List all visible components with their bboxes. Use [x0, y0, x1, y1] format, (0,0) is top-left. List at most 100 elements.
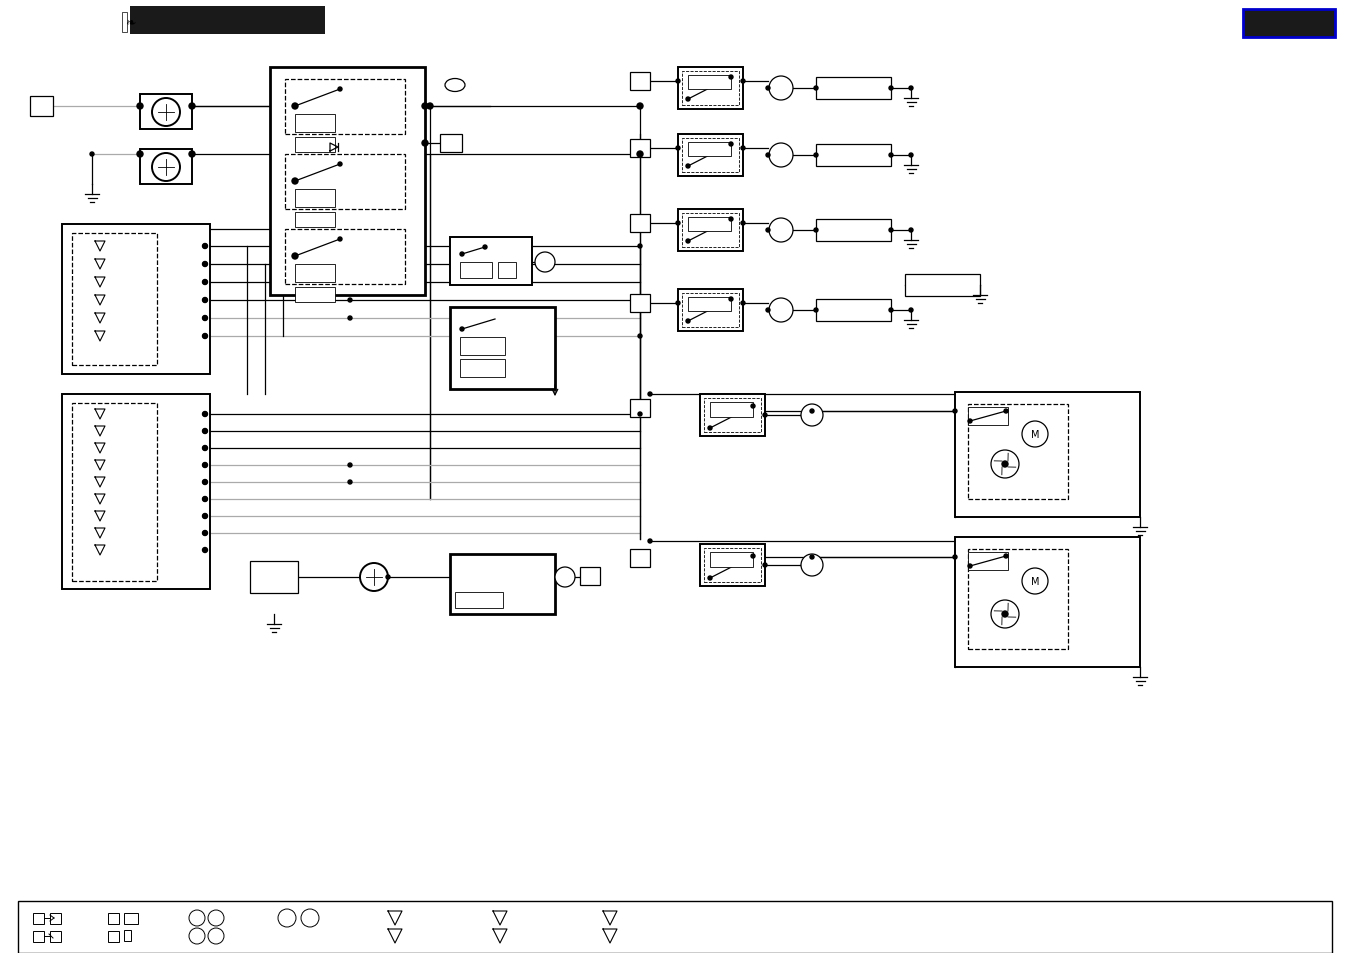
Circle shape [751, 405, 755, 409]
Bar [124, 930, 131, 941]
Circle shape [136, 104, 143, 110]
Circle shape [769, 219, 792, 243]
Bar [18, 901, 1332, 953]
Circle shape [810, 410, 814, 414]
Circle shape [202, 515, 207, 518]
Circle shape [765, 87, 769, 91]
Circle shape [338, 237, 342, 242]
Circle shape [741, 302, 745, 306]
Circle shape [648, 393, 652, 396]
Bar [450, 555, 555, 615]
Circle shape [814, 153, 818, 158]
Circle shape [292, 104, 298, 110]
Bar [682, 71, 738, 106]
Circle shape [202, 262, 208, 267]
Circle shape [202, 280, 208, 285]
Circle shape [769, 144, 792, 168]
Circle shape [202, 412, 208, 417]
Circle shape [189, 104, 194, 110]
Bar [688, 143, 730, 157]
Circle shape [741, 80, 745, 84]
Circle shape [686, 319, 690, 324]
Bar [682, 139, 738, 172]
Circle shape [153, 153, 180, 182]
Bar [630, 140, 649, 158]
Bar [32, 913, 43, 923]
Circle shape [202, 298, 208, 303]
Bar [678, 290, 743, 332]
Bar [450, 308, 555, 390]
Bar [460, 263, 491, 278]
Circle shape [1002, 461, 1008, 468]
Bar [455, 593, 504, 608]
Bar [498, 263, 516, 278]
Bar [285, 230, 405, 285]
Circle shape [686, 165, 690, 169]
Circle shape [535, 253, 555, 273]
Bar [968, 405, 1068, 499]
Circle shape [676, 80, 680, 84]
Bar [682, 213, 738, 248]
Bar [296, 213, 335, 228]
Circle shape [153, 99, 180, 127]
Circle shape [202, 245, 207, 249]
Circle shape [189, 928, 205, 944]
Circle shape [991, 451, 1019, 478]
Bar [703, 398, 761, 433]
Circle shape [1022, 568, 1048, 595]
Circle shape [292, 179, 298, 185]
Circle shape [769, 77, 792, 101]
Bar [703, 548, 761, 582]
Circle shape [293, 180, 297, 184]
Bar [50, 930, 61, 942]
Circle shape [386, 576, 390, 579]
Circle shape [348, 480, 352, 484]
Circle shape [890, 87, 892, 91]
Circle shape [278, 909, 296, 927]
Circle shape [769, 298, 792, 323]
Bar [630, 73, 649, 91]
Circle shape [686, 98, 690, 102]
Bar [62, 395, 211, 589]
Circle shape [423, 104, 428, 110]
Circle shape [729, 297, 733, 302]
Circle shape [648, 539, 652, 543]
Circle shape [202, 548, 208, 553]
Circle shape [202, 316, 208, 321]
Circle shape [890, 153, 892, 158]
Circle shape [202, 298, 207, 303]
Bar [130, 7, 325, 35]
Circle shape [292, 253, 298, 260]
Circle shape [639, 245, 643, 249]
Bar [296, 288, 335, 303]
Circle shape [483, 246, 487, 250]
Circle shape [801, 405, 824, 427]
Bar [285, 154, 405, 210]
Circle shape [637, 152, 643, 158]
Bar [630, 399, 649, 417]
Bar [710, 553, 753, 567]
Circle shape [90, 152, 94, 157]
Bar [296, 190, 335, 208]
Circle shape [293, 105, 297, 109]
Bar [108, 930, 119, 942]
Circle shape [202, 430, 207, 434]
Circle shape [909, 309, 913, 313]
Circle shape [208, 928, 224, 944]
Bar [954, 537, 1139, 667]
Bar [630, 294, 649, 313]
Circle shape [1004, 410, 1008, 414]
Circle shape [707, 577, 711, 580]
Circle shape [968, 419, 972, 423]
Bar [250, 561, 298, 594]
Circle shape [765, 229, 769, 233]
Circle shape [360, 563, 387, 592]
Circle shape [639, 335, 643, 338]
Circle shape [202, 480, 208, 485]
Bar [270, 68, 425, 295]
Circle shape [676, 147, 680, 151]
Bar [460, 337, 505, 355]
Bar [701, 544, 765, 586]
Bar [296, 138, 335, 152]
Circle shape [202, 281, 207, 285]
